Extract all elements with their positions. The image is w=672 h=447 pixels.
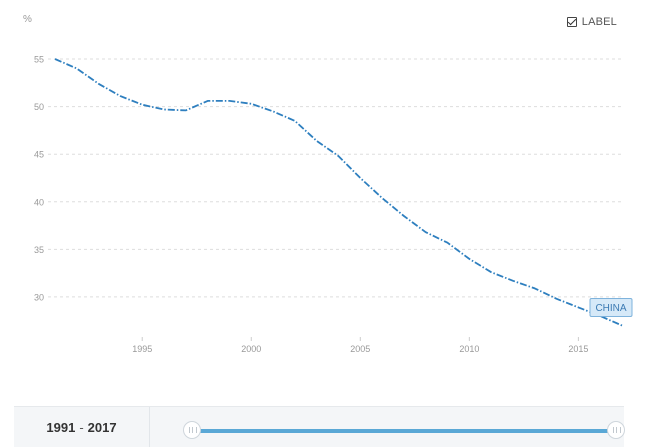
label-toggle-text: LABEL (581, 16, 617, 28)
x-tick-label: 2000 (241, 344, 261, 354)
series-line-china (54, 58, 623, 327)
year-range-label: 1991 - 2017 (14, 407, 150, 447)
y-tick-label: 55 (34, 55, 44, 65)
label-toggle-checkbox[interactable]: LABEL (566, 16, 617, 28)
x-tick-label: 2010 (459, 344, 479, 354)
series-label-box (589, 297, 633, 317)
year-range-slider-track[interactable] (192, 429, 616, 433)
checkbox-checked-icon[interactable] (566, 17, 577, 27)
y-tick-label: 35 (34, 245, 44, 255)
y-tick-label: 45 (34, 150, 44, 160)
series-label-text: CHINA (595, 303, 626, 314)
x-tick-label: 1995 (132, 344, 152, 354)
range-end-year: 2017 (87, 419, 117, 435)
range-start-year: 1991 (46, 419, 76, 435)
slider-end-handle[interactable] (607, 421, 625, 439)
y-tick-label: 40 (34, 197, 44, 207)
y-tick-label: 30 (34, 292, 44, 302)
y-tick-label: 50 (34, 102, 44, 112)
x-tick-label: 2005 (350, 344, 370, 354)
line-chart: % 30 35 40 45 50 55 1995 2000 2005 2010 2015 CHINA (23, 14, 633, 354)
y-axis-unit-label: % (23, 14, 32, 25)
slider-start-handle[interactable] (183, 421, 201, 439)
year-range-bar: 1991 - 2017 (14, 406, 625, 447)
x-tick-label: 2015 (568, 344, 588, 354)
range-separator: - (79, 419, 84, 435)
